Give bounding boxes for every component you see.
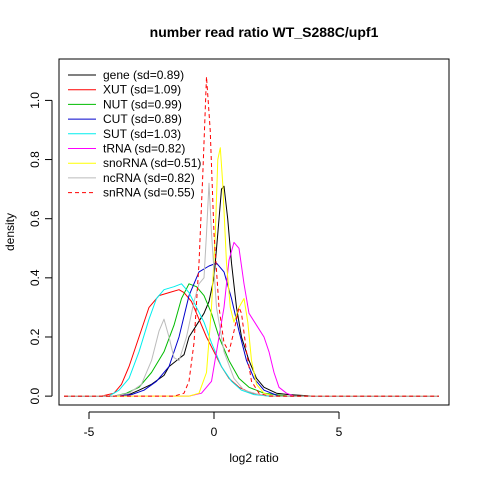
y-axis-label: density xyxy=(3,213,17,251)
series-line-3 xyxy=(64,262,439,397)
legend: gene (sd=0.89)XUT (sd=1.09)NUT (sd=0.99)… xyxy=(68,68,201,200)
chart-title: number read ratio WT_S288C/upf1 xyxy=(150,24,379,40)
legend-label-1: XUT (sd=1.09) xyxy=(103,83,181,97)
legend-label-5: tRNA (sd=0.82) xyxy=(103,142,185,156)
x-axis: -5 0 5 xyxy=(84,411,343,439)
x-tick-label: 0 xyxy=(211,425,218,439)
legend-label-2: NUT (sd=0.99) xyxy=(103,97,182,111)
y-tick-label: 0.4 xyxy=(28,269,42,286)
y-axis: 0.0 0.2 0.4 0.6 0.8 1.0 xyxy=(28,92,53,404)
x-tick-label: -5 xyxy=(84,425,95,439)
y-tick-label: 1.0 xyxy=(28,92,42,109)
x-axis-label: log2 ratio xyxy=(229,451,279,465)
series-line-5 xyxy=(64,241,439,397)
series-line-6 xyxy=(64,147,439,397)
y-tick-label: 0.8 xyxy=(28,151,42,168)
series-line-8 xyxy=(64,76,439,397)
series-line-7 xyxy=(64,182,439,397)
y-tick-label: 0.0 xyxy=(28,387,42,404)
legend-label-4: SUT (sd=1.03) xyxy=(103,127,181,141)
series-line-4 xyxy=(64,283,439,397)
y-tick-label: 0.2 xyxy=(28,328,42,345)
legend-label-8: snRNA (sd=0.55) xyxy=(103,186,195,200)
y-tick-label: 0.6 xyxy=(28,210,42,227)
legend-label-6: snoRNA (sd=0.51) xyxy=(103,156,201,170)
legend-label-3: CUT (sd=0.89) xyxy=(103,112,182,126)
series-line-2 xyxy=(64,283,439,397)
legend-label-7: ncRNA (sd=0.82) xyxy=(103,171,195,185)
density-curves xyxy=(64,76,439,397)
x-tick-label: 5 xyxy=(336,425,343,439)
plot-frame xyxy=(58,58,450,406)
legend-label-0: gene (sd=0.89) xyxy=(103,68,184,82)
